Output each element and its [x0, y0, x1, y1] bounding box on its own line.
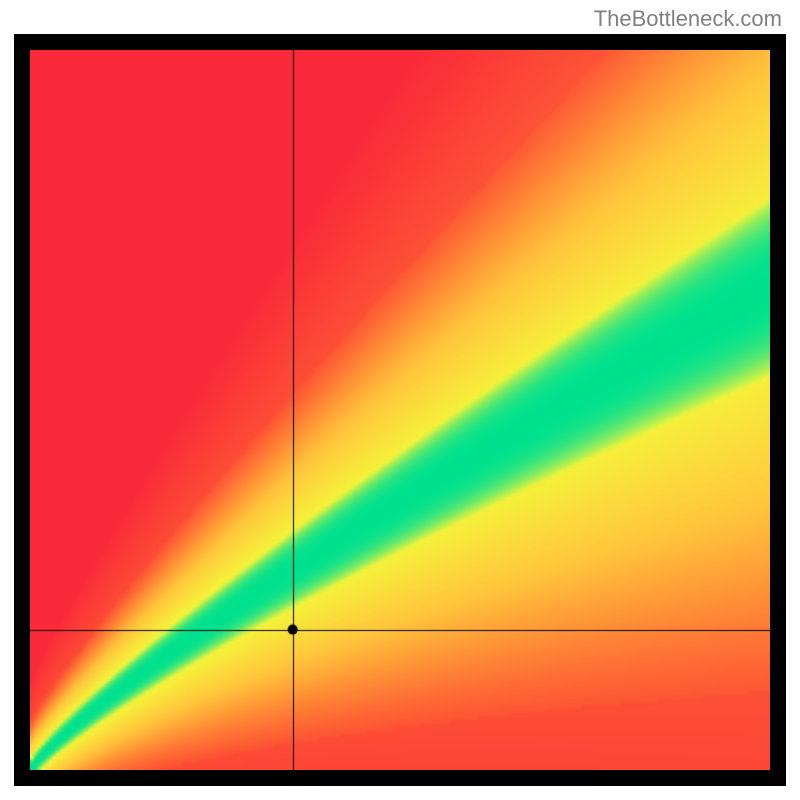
chart-container: TheBottleneck.com — [0, 0, 800, 800]
heatmap-canvas — [30, 50, 770, 770]
plot-frame — [14, 34, 786, 786]
watermark-text: TheBottleneck.com — [594, 6, 782, 32]
